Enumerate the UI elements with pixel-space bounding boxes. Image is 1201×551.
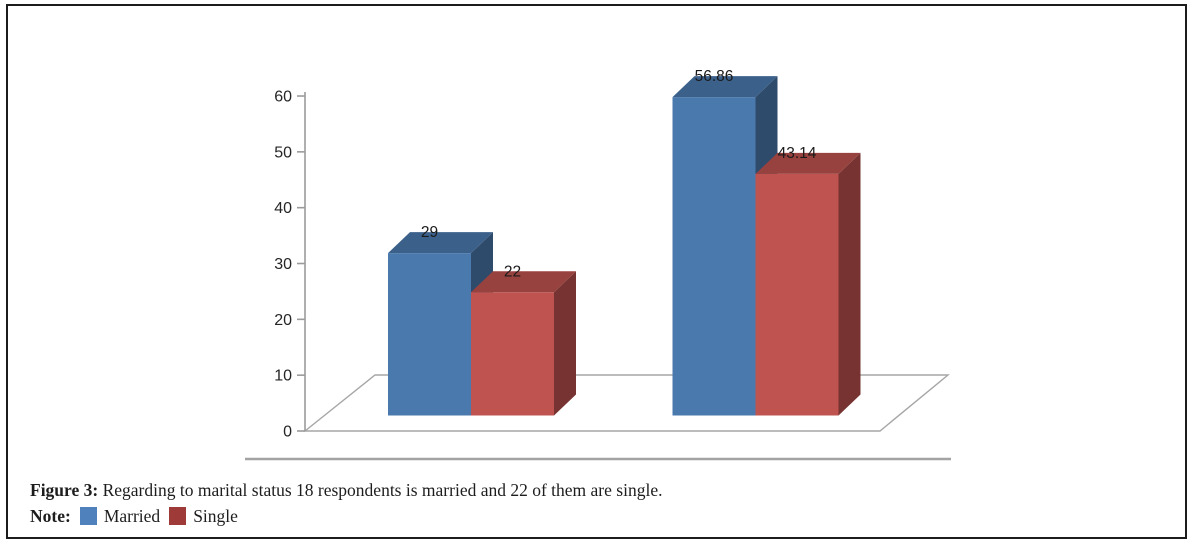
bar-married-0[interactable] <box>388 253 471 416</box>
bar-single-0[interactable] <box>471 292 554 416</box>
bar-top-single-1 <box>755 152 861 174</box>
data-label-single-0: 22 <box>504 263 521 280</box>
y-axis-tick-label: 30 <box>274 256 292 273</box>
figure-caption-label: Figure 3: <box>30 480 99 500</box>
legend-label-single: Single <box>193 506 238 526</box>
data-label-married-0: 29 <box>421 224 438 241</box>
bar-married-1[interactable] <box>672 97 756 416</box>
bar-top-married-0 <box>388 232 493 254</box>
figure-border-frame <box>6 4 1187 539</box>
bar-top-married-1 <box>672 76 778 98</box>
legend-swatch-single <box>169 507 187 525</box>
y-axis-tick-label: 50 <box>274 144 292 161</box>
y-axis-tick-label: 10 <box>274 368 292 385</box>
y-axis-tick-label: 20 <box>274 312 292 329</box>
y-axis-tick-label: 60 <box>274 89 292 106</box>
legend-label-married: Married <box>103 506 161 526</box>
y-axis-tick-label: 40 <box>274 200 292 217</box>
note-legend-line: Note: Married Single <box>30 504 238 528</box>
figure-caption: Figure 3: Regarding to marital status 18… <box>30 478 662 502</box>
legend-swatch-married <box>79 507 97 525</box>
bar-top-single-0 <box>471 271 576 293</box>
legend: Married Single <box>71 506 238 526</box>
figure-caption-text: Regarding to marital status 18 responden… <box>98 480 663 500</box>
data-label-single-1: 43.14 <box>778 145 817 162</box>
bar-single-1[interactable] <box>755 173 839 416</box>
y-axis-tick-label: 0 <box>283 424 292 441</box>
note-label: Note: <box>30 506 71 526</box>
bar-side-single-1 <box>838 152 861 416</box>
bar-side-single-0 <box>554 271 576 416</box>
data-label-married-1: 56.86 <box>695 68 734 85</box>
